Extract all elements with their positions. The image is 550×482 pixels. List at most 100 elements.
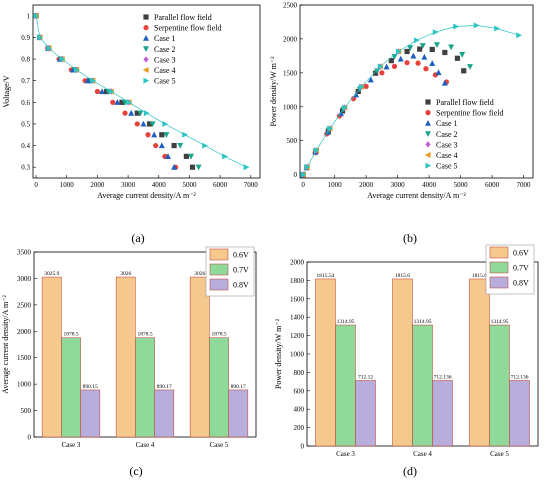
data-point: [151, 131, 158, 138]
y-axis-label: Power density/W m⁻²: [269, 56, 278, 127]
y-tick-label: 200: [294, 424, 305, 432]
bar: [432, 380, 453, 447]
legend-label: Case 4: [154, 66, 176, 75]
y-tick-label: 0: [28, 434, 32, 442]
y-tick-label: 1: [27, 12, 31, 20]
data-point: [441, 79, 448, 86]
y-tick-label: 1200: [290, 332, 305, 340]
plot-frame: [299, 4, 534, 179]
data-label: 3025.9: [44, 271, 59, 277]
panel-1: 0 1000 2000 3000 4000 5000 6000 7000 0 500 1000 150…: [269, 2, 534, 245]
x-tick-label: 4000: [152, 181, 167, 189]
data-point: [453, 23, 460, 30]
data-point: [379, 70, 385, 76]
data-point: [171, 163, 178, 170]
legend-label: Case 1: [436, 119, 458, 128]
y-tick-label: 1000: [17, 381, 32, 389]
y-tick-label: 500: [21, 407, 32, 415]
y-tick-label: 1800: [290, 277, 305, 285]
x-tick-label: 6000: [485, 181, 500, 189]
legend-marker: [143, 77, 150, 84]
y-tick-label: 500: [287, 137, 298, 145]
data-point: [128, 109, 135, 116]
data-point: [149, 121, 156, 128]
data-point: [126, 99, 133, 106]
data-point: [243, 164, 250, 171]
panel-label: (d): [403, 464, 417, 478]
legend-swatch: [209, 263, 229, 276]
data-label: 890.17: [157, 384, 172, 390]
bar: [209, 337, 229, 438]
series-case-3: [33, 12, 132, 106]
plot-frame: [32, 4, 261, 179]
y-tick-label: 400: [294, 406, 305, 414]
data-point: [404, 60, 410, 66]
data-point: [122, 110, 128, 116]
data-point: [435, 69, 442, 76]
data-point: [222, 153, 228, 160]
data-point: [46, 45, 53, 52]
series-case-4: [32, 12, 132, 106]
bar: [355, 380, 376, 447]
panel-label: (b): [403, 231, 417, 245]
x-axis-label: Average current density/A m⁻²: [97, 191, 196, 200]
data-point: [363, 83, 369, 90]
data-label: 1815.6: [472, 273, 487, 279]
data-point: [153, 142, 159, 149]
series-case-5: [300, 22, 523, 178]
legend-swatch: [209, 248, 229, 261]
data-point: [415, 60, 421, 66]
data-label: 1878.5: [211, 332, 226, 338]
legend-marker: [143, 25, 149, 31]
y-tick-label: 2500: [283, 2, 298, 10]
data-point: [410, 52, 417, 59]
data-point: [110, 99, 116, 105]
data-point: [461, 68, 467, 74]
data-point: [429, 60, 436, 66]
data-point: [99, 88, 106, 95]
bar: [41, 276, 62, 438]
data-point: [134, 121, 140, 127]
data-point: [395, 48, 402, 55]
legend-label: Case 5: [154, 77, 176, 86]
y-tick-label: 0.7: [21, 77, 30, 85]
y-tick-label: 0.3: [21, 164, 30, 172]
data-point: [164, 153, 171, 159]
data-point: [391, 63, 398, 69]
legend-label: Case 3: [154, 55, 176, 64]
x-tick-label: Case 3: [62, 441, 81, 449]
bar: [189, 276, 210, 438]
data-point: [358, 83, 365, 90]
legend-marker: [425, 141, 431, 148]
data-label: 3026: [120, 271, 131, 277]
data-point: [473, 22, 480, 29]
x-tick-label: 7000: [517, 181, 532, 189]
series-line: [302, 25, 519, 175]
data-point: [404, 48, 410, 55]
data-point: [189, 164, 196, 170]
x-tick-label: 7000: [244, 181, 259, 189]
x-tick-label: 0: [301, 181, 305, 189]
bar: [509, 380, 530, 447]
series-serpentine-flow-field: [300, 60, 450, 178]
data-point: [163, 132, 170, 138]
y-tick-label: 2000: [17, 328, 32, 336]
data-label: 1314.95: [491, 319, 509, 325]
legend-swatch: [489, 261, 509, 274]
legend-marker: [425, 131, 431, 137]
data-point: [33, 12, 40, 19]
bar: [392, 278, 413, 447]
legend-swatch: [209, 278, 229, 291]
y-tick-label: 3500: [17, 249, 32, 257]
legend-label: Case 3: [436, 140, 458, 149]
bar: [115, 276, 136, 438]
data-point: [187, 153, 194, 160]
data-point: [313, 147, 320, 154]
data-point: [494, 25, 500, 32]
legend-marker: [425, 110, 431, 116]
data-point: [162, 120, 169, 127]
data-point: [73, 66, 80, 73]
x-tick-label: 2000: [359, 181, 374, 189]
bar: [469, 278, 490, 447]
data-point: [137, 110, 144, 117]
